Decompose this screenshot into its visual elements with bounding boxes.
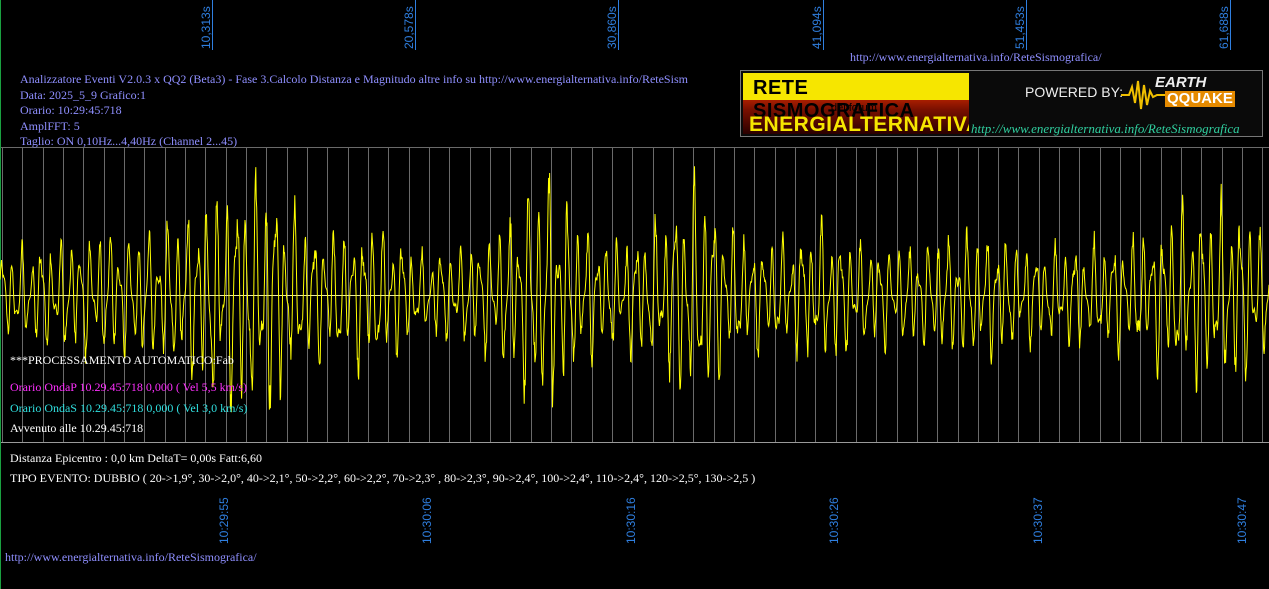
logo-title-3: ENERGIALTERNATIVA bbox=[749, 113, 969, 134]
bottom-tick-label: 10:30:37 bbox=[1031, 497, 1045, 544]
seismograph-icon bbox=[1121, 80, 1165, 110]
info-line-filter: Taglio: ON 0,10Hz...4,40Hz (Channel 2...… bbox=[20, 134, 238, 149]
info-line-time: Orario: 10:29:45:718 bbox=[20, 103, 122, 118]
logo-badge: RETE SISMOGRAFICA del forum ENERGIALTERN… bbox=[743, 73, 969, 134]
rete-sismografica-logo: RETE SISMOGRAFICA del forum ENERGIALTERN… bbox=[740, 70, 1263, 137]
logo-url[interactable]: http://www.energialternativa.info/ReteSi… bbox=[971, 121, 1240, 136]
bottom-tick-label: 10:30:06 bbox=[420, 497, 434, 544]
info-line-title: Analizzatore Eventi V2.0.3 x QQ2 (Beta3)… bbox=[20, 72, 688, 86]
logo-title-2: del forum bbox=[831, 102, 877, 114]
info-block: Analizzatore Eventi V2.0.3 x QQ2 (Beta3)… bbox=[20, 72, 688, 150]
logo-brand-earth: EARTH bbox=[1155, 74, 1207, 91]
auto-processing-label: ***PROCESSAMENTO AUTOMATICO:Fab bbox=[10, 353, 234, 367]
tipo-evento-label: TIPO EVENTO: DUBBIO ( 20->1,9°, 30->2,0°… bbox=[10, 471, 756, 485]
info-line-amplfft: AmplFFT: 5 bbox=[20, 118, 80, 133]
bottom-tick-label: 10:30:47 bbox=[1235, 497, 1249, 544]
bottom-tick-label: 10:30:26 bbox=[827, 497, 841, 544]
waveform-series bbox=[0, 166, 1269, 413]
onda-p-label: Orario OndaP 10.29.45:718 0,000 ( Vel 5,… bbox=[10, 380, 247, 394]
bottom-tick-label: 10:30:16 bbox=[624, 497, 638, 544]
logo-brand-qquake: QQUAKE bbox=[1165, 90, 1235, 107]
avvenuto-label: Avvenuto alle 10.29.45:718 bbox=[10, 421, 144, 435]
header-url[interactable]: http://www.energialternativa.info/ReteSi… bbox=[850, 50, 1102, 64]
info-line-date: Data: 2025_5_9 Grafico:1 bbox=[20, 87, 146, 102]
footer-url[interactable]: http://www.energialternativa.info/ReteSi… bbox=[5, 550, 257, 564]
onda-s-label: Orario OndaS 10.29.45:718 0,000 ( Vel 3,… bbox=[10, 401, 248, 415]
distanza-label: Distanza Epicentro : 0,0 km DeltaT= 0,00… bbox=[10, 451, 263, 465]
logo-title-1: RETE SISMOGRAFICA bbox=[753, 77, 915, 122]
bottom-tick-label: 10:29:55 bbox=[217, 497, 231, 544]
logo-powered-by: POWERED BY: bbox=[1025, 84, 1124, 100]
